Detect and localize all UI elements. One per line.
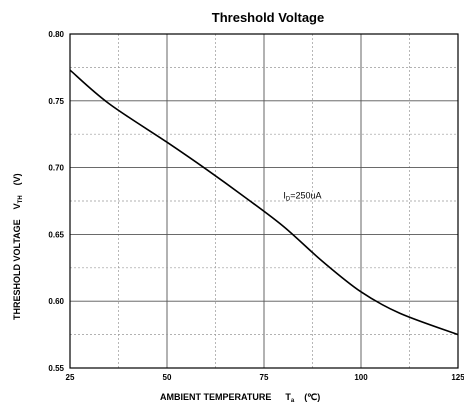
x-tick-label: 100: [354, 373, 368, 382]
y-tick-label: 0.80: [48, 30, 64, 39]
x-tick-label: 25: [66, 373, 75, 382]
chart-title: Threshold Voltage: [212, 10, 324, 25]
annotation-rest: =250uA: [290, 190, 321, 200]
annotation-main: I: [283, 190, 286, 200]
y-axis-unit: (V): [12, 173, 22, 185]
x-axis-unit: (℃): [304, 392, 320, 402]
y-axis-label-main: THRESHOLD VOLTAGE: [12, 219, 22, 320]
annotation-id-250ua: ID=250uA: [283, 190, 321, 202]
y-tick-label: 0.65: [48, 230, 64, 239]
grid: [70, 34, 458, 368]
x-tick-label: 75: [260, 373, 269, 382]
y-tick-label: 0.75: [48, 97, 64, 106]
tick-labels: 25 50 75 100 125 0.55 0.60 0.65 0.70 0.75 0.80: [48, 30, 464, 382]
annotation-sub: D: [286, 196, 291, 202]
y-axis-symbol: V: [12, 203, 22, 209]
y-axis-label: THRESHOLD VOLTAGE VTH (V): [12, 173, 24, 320]
x-tick-label: 50: [163, 373, 172, 382]
series-line: [69, 69, 459, 336]
x-tick-label: 125: [451, 373, 464, 382]
x-axis-symbol: T: [285, 392, 291, 402]
y-axis-symbol-sub: TH: [18, 195, 24, 203]
plot-frame: [69, 33, 459, 369]
x-axis-label-main: AMBIENT TEMPERATURE: [160, 392, 271, 402]
x-axis-label: AMBIENT TEMPERATURE Ta (℃): [160, 392, 320, 404]
y-tick-label: 0.60: [48, 297, 64, 306]
x-axis-symbol-sub: a: [291, 398, 295, 404]
y-tick-label: 0.55: [48, 364, 64, 373]
y-tick-label: 0.70: [48, 164, 64, 173]
